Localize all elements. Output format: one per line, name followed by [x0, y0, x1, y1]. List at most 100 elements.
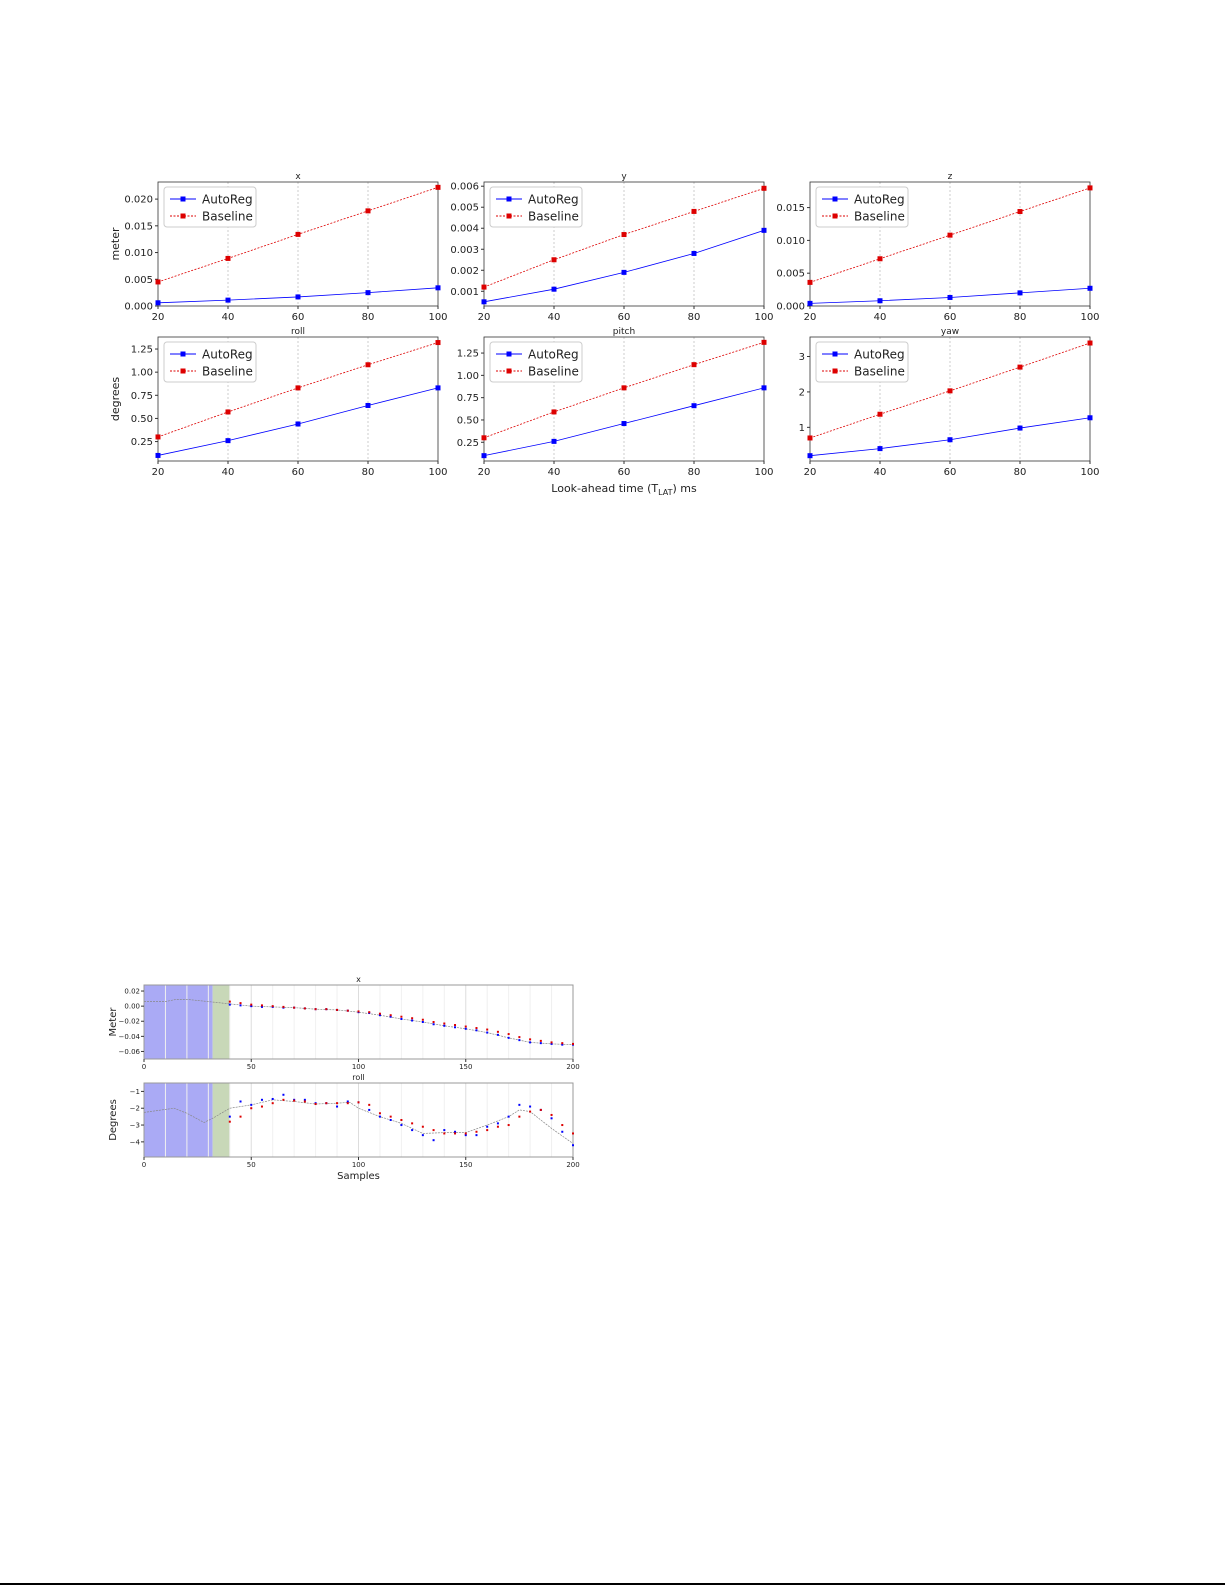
- y-tick-label: 0.50: [131, 414, 153, 425]
- data-point-AutoReg: [155, 452, 161, 458]
- x-tick-label: 100: [1080, 312, 1099, 323]
- data-point-Baseline: [435, 184, 441, 190]
- prediction-dot: [432, 1021, 435, 1023]
- legend: AutoReg Baseline: [489, 186, 583, 228]
- x-tick-label: 60: [944, 467, 957, 478]
- prediction-dot: [378, 1112, 381, 1115]
- shaded-region: [144, 985, 213, 1059]
- prediction-dot: [529, 1105, 532, 1108]
- legend-marker: [180, 213, 186, 219]
- data-point-Baseline: [947, 388, 953, 394]
- data-point-Baseline: [481, 284, 487, 290]
- prediction-dot: [507, 1036, 510, 1039]
- legend-marker: [832, 368, 838, 374]
- prediction-dot: [260, 1005, 263, 1008]
- data-point-Baseline: [947, 232, 953, 238]
- subplot-title: yaw: [941, 327, 959, 337]
- legend-box: [163, 186, 257, 228]
- legend-marker: [180, 351, 186, 357]
- data-point-Baseline: [621, 232, 627, 238]
- data-point-Baseline: [551, 409, 557, 415]
- data-point-AutoReg: [155, 300, 161, 306]
- prediction-dot: [550, 1117, 553, 1120]
- prediction-dot: [529, 1038, 532, 1041]
- data-point-Baseline: [807, 435, 813, 441]
- prediction-dot: [475, 1027, 478, 1030]
- y-tick-label: 0.010: [776, 236, 805, 247]
- data-point-AutoReg: [621, 269, 627, 275]
- prediction-dot: [314, 1103, 317, 1106]
- y-tick-label: −4: [130, 1138, 141, 1146]
- subplot-title: z: [948, 172, 953, 182]
- y-tick-label: 0.25: [457, 438, 479, 449]
- x-tick-label: 100: [754, 467, 773, 478]
- prediction-dot: [561, 1042, 564, 1045]
- prediction-dot: [539, 1108, 542, 1111]
- legend-marker: [180, 196, 186, 202]
- x-tick-label: 100: [754, 312, 773, 323]
- x-tick-label: 0: [142, 1161, 146, 1169]
- prediction-dot: [239, 1115, 242, 1118]
- x-tick-label: 200: [566, 1063, 579, 1071]
- prediction-dot: [260, 1098, 263, 1101]
- legend-label: AutoReg: [202, 348, 253, 362]
- x-tick-label: 20: [804, 467, 817, 478]
- x-axis-label: Samples: [337, 1171, 380, 1182]
- prediction-dot: [432, 1023, 435, 1026]
- prediction-dot: [378, 1012, 381, 1015]
- prediction-dot: [271, 1102, 274, 1105]
- x-tick-label: 0: [142, 1063, 146, 1071]
- legend-box: [163, 341, 257, 383]
- prediction-dot: [282, 1005, 285, 1008]
- data-point-AutoReg: [1087, 285, 1093, 291]
- x-axis-label: Look-ahead time (TLAT) ms: [551, 482, 697, 497]
- y-tick-label: 1.00: [131, 368, 153, 379]
- legend: AutoReg Baseline: [489, 341, 583, 383]
- y-tick-label: −2: [130, 1105, 140, 1113]
- data-point-AutoReg: [1017, 290, 1023, 296]
- data-point-Baseline: [1087, 340, 1093, 346]
- data-point-AutoReg: [481, 453, 487, 459]
- x-tick-label: 60: [618, 467, 631, 478]
- y-tick-label: 0.020: [124, 195, 153, 206]
- legend-marker: [832, 213, 838, 219]
- x-tick-label: 80: [362, 467, 375, 478]
- prediction-dot: [293, 1099, 296, 1102]
- legend-label: AutoReg: [854, 193, 905, 207]
- legend-marker: [506, 368, 512, 374]
- legend-marker: [180, 368, 186, 374]
- y-tick-label: 2: [799, 387, 805, 398]
- prediction-dot: [228, 1120, 231, 1123]
- y-tick-label: −0.04: [119, 1033, 141, 1041]
- prediction-dot: [228, 1115, 231, 1118]
- prediction-dot: [368, 1011, 371, 1014]
- x-tick-label: 100: [352, 1161, 365, 1169]
- prediction-dot: [336, 1105, 339, 1108]
- prediction-dot: [293, 1006, 296, 1009]
- x-tick-label: 20: [152, 467, 165, 478]
- legend-label: AutoReg: [202, 193, 253, 207]
- x-tick-label: 150: [459, 1063, 472, 1071]
- y-tick-label: 0.005: [124, 275, 153, 286]
- data-point-Baseline: [155, 279, 161, 285]
- prediction-dot: [282, 1098, 285, 1101]
- data-point-Baseline: [295, 231, 301, 237]
- legend-box: [489, 186, 583, 228]
- subplot-roll-samples: 0 50 100 150 200 −4 −3 −2 −1 roll Degrees Samples: [108, 1073, 580, 1182]
- y-tick-label: 0.000: [776, 302, 805, 313]
- prediction-dot: [507, 1115, 510, 1118]
- legend: AutoReg Baseline: [815, 341, 909, 383]
- prediction-dot: [443, 1129, 446, 1132]
- data-point-Baseline: [691, 362, 697, 368]
- prediction-dot: [507, 1124, 510, 1127]
- data-point-AutoReg: [435, 285, 441, 291]
- shaded-region: [212, 1083, 230, 1157]
- data-point-AutoReg: [761, 227, 767, 233]
- prediction-dot: [250, 1107, 253, 1110]
- y-tick-label: 1: [799, 423, 805, 434]
- data-point-AutoReg: [877, 446, 883, 452]
- ground-truth-line: [143, 1099, 574, 1144]
- legend-box: [815, 341, 909, 383]
- prediction-dot: [486, 1028, 489, 1031]
